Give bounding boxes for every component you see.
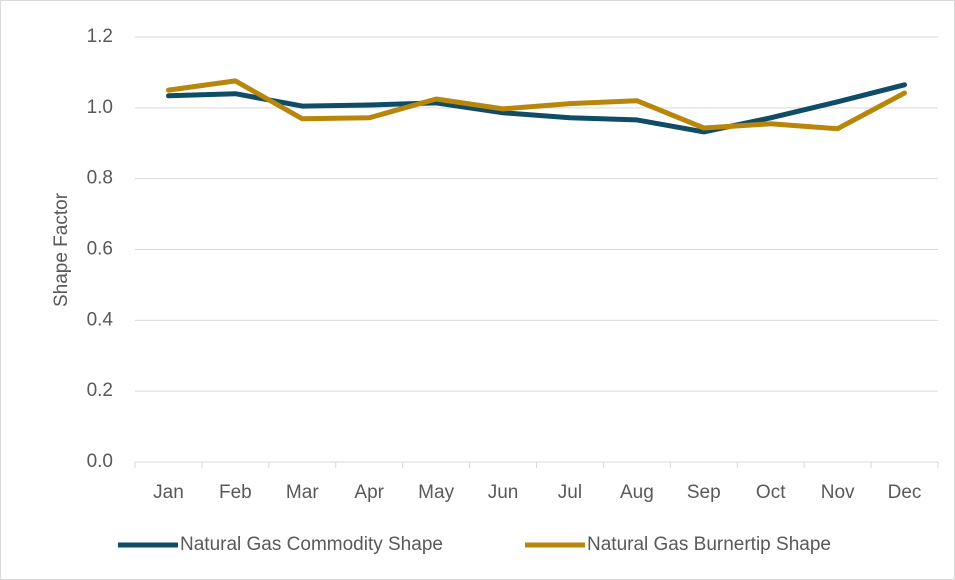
x-tick-label: Sep <box>687 482 721 503</box>
series-line <box>166 82 907 135</box>
x-tick-label: Aug <box>620 482 654 503</box>
x-tick-label: Feb <box>219 482 252 503</box>
y-tick-label: 1.0 <box>87 97 113 118</box>
x-tick-label: Oct <box>756 482 786 503</box>
x-tick-label: Jun <box>488 482 519 503</box>
x-tick-label: Jan <box>153 482 184 503</box>
x-tick-label: Jul <box>558 482 582 503</box>
y-tick-label: 1.2 <box>87 26 113 47</box>
y-tick-label: 0.4 <box>87 309 114 330</box>
x-tick-label: Apr <box>354 482 384 503</box>
legend-label: Natural Gas Commodity Shape <box>180 534 443 555</box>
x-tick-label: May <box>418 482 454 503</box>
y-tick-label: 0.0 <box>87 451 113 472</box>
x-tick-label: Nov <box>821 482 855 503</box>
y-tick-label: 0.2 <box>87 380 113 401</box>
series-line <box>166 78 907 132</box>
y-tick-label: 0.6 <box>87 239 113 260</box>
y-tick-label: 0.8 <box>87 168 113 189</box>
x-tick-label: Dec <box>888 482 922 503</box>
legend-label: Natural Gas Burnertip Shape <box>587 534 831 555</box>
x-tick-label: Mar <box>286 482 319 503</box>
y-axis-label: Shape Factor <box>51 192 72 307</box>
